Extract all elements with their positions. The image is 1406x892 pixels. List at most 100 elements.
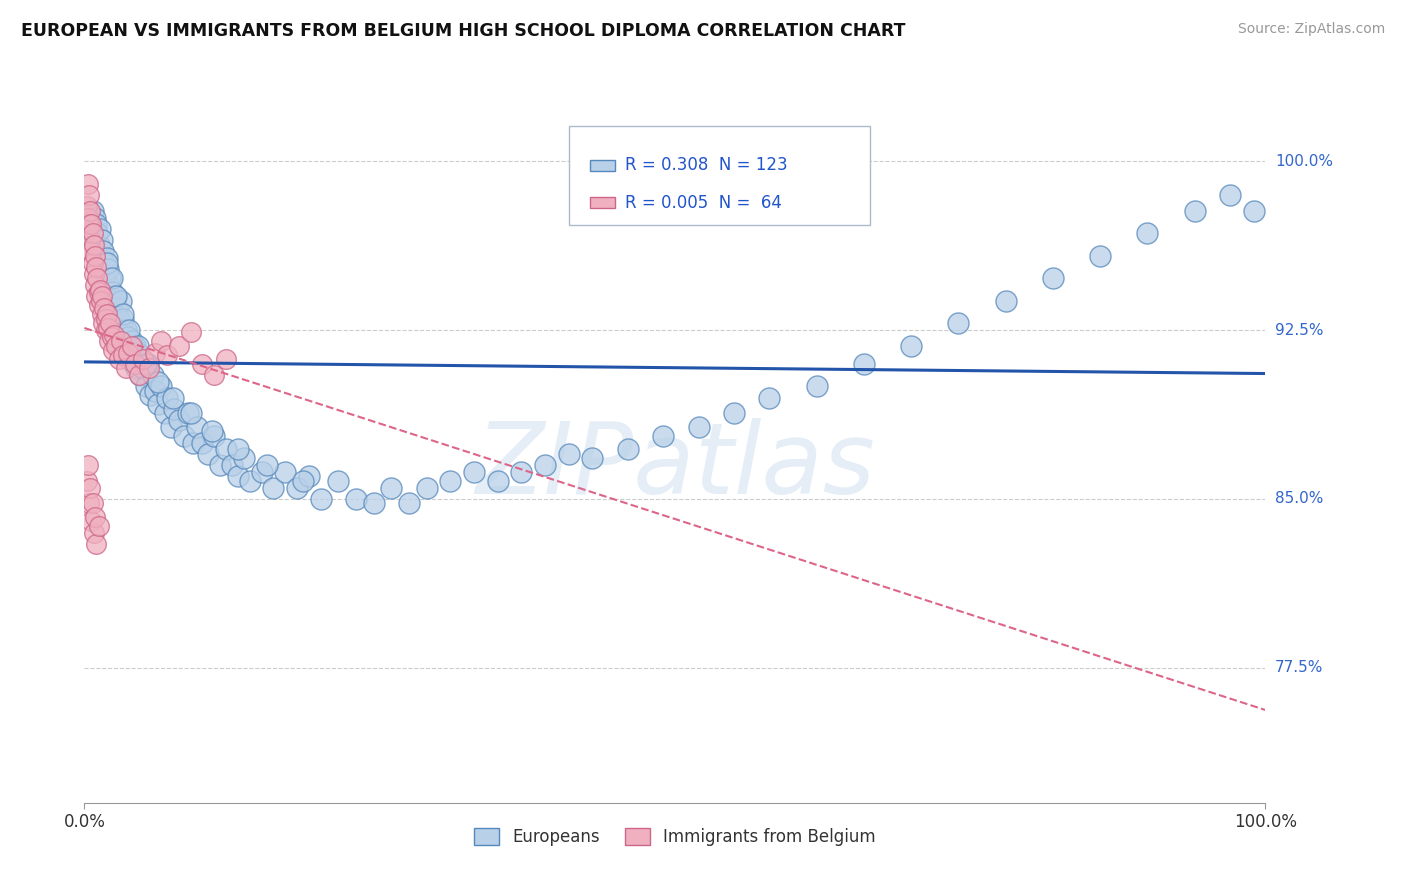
Point <box>128 368 150 383</box>
Point <box>77 458 100 473</box>
Point <box>84 537 107 551</box>
Point <box>87 285 110 299</box>
Point <box>309 491 332 506</box>
Point <box>124 339 146 353</box>
Point <box>83 237 105 252</box>
Point <box>77 177 100 191</box>
Point <box>534 458 557 473</box>
Point <box>167 339 190 353</box>
Point <box>90 293 112 308</box>
Point <box>117 345 139 359</box>
Point <box>150 379 173 393</box>
Point <box>239 474 262 488</box>
Point <box>125 361 148 376</box>
Point <box>83 267 105 281</box>
Point <box>97 278 120 293</box>
Bar <box>591 197 616 208</box>
Point <box>80 515 103 529</box>
Point <box>105 317 128 331</box>
Point <box>156 391 179 405</box>
Point <box>100 285 122 299</box>
Point <box>101 293 124 308</box>
Point <box>1136 227 1159 241</box>
Point <box>121 339 143 353</box>
Point <box>98 271 121 285</box>
Point <box>181 435 204 450</box>
Point <box>806 379 828 393</box>
Point <box>143 345 166 359</box>
Point <box>221 458 243 473</box>
Point <box>416 481 439 495</box>
Point <box>191 435 214 450</box>
Point <box>1088 249 1111 263</box>
Point <box>1042 271 1064 285</box>
Point <box>1243 203 1265 218</box>
Point <box>101 343 124 358</box>
Point <box>98 317 121 331</box>
Point <box>115 345 138 359</box>
Point <box>82 255 104 269</box>
Point <box>114 323 136 337</box>
Point <box>80 244 103 259</box>
Point <box>105 289 128 303</box>
Point <box>156 348 179 362</box>
Point <box>146 397 169 411</box>
Point <box>90 249 112 263</box>
Point <box>226 442 249 457</box>
Point <box>232 451 254 466</box>
Point <box>86 227 108 241</box>
Point <box>163 401 186 416</box>
Point <box>108 323 131 337</box>
Point <box>298 469 321 483</box>
Point <box>616 442 638 457</box>
Point <box>153 407 176 421</box>
Point <box>201 425 224 439</box>
Point <box>76 199 98 213</box>
Point <box>82 203 104 218</box>
Point <box>112 312 135 326</box>
Point <box>87 237 110 252</box>
Legend: Europeans, Immigrants from Belgium: Europeans, Immigrants from Belgium <box>467 822 883 853</box>
Point <box>114 361 136 376</box>
Point <box>117 330 139 344</box>
Point <box>146 375 169 389</box>
Point <box>107 301 129 315</box>
Point <box>363 496 385 510</box>
Point <box>132 361 155 376</box>
Text: 85.0%: 85.0% <box>1275 491 1323 507</box>
Point <box>84 278 107 293</box>
Point <box>110 293 132 308</box>
Point <box>180 326 202 340</box>
Point <box>87 519 110 533</box>
Point <box>180 407 202 421</box>
Point <box>167 413 190 427</box>
Point <box>87 298 110 312</box>
Point <box>89 283 111 297</box>
Point <box>84 510 107 524</box>
Point <box>94 312 117 326</box>
Point <box>463 465 485 479</box>
Point <box>135 357 157 371</box>
Point <box>186 420 208 434</box>
Text: Source: ZipAtlas.com: Source: ZipAtlas.com <box>1237 22 1385 37</box>
Point <box>98 301 121 315</box>
Point <box>344 491 367 506</box>
Point <box>122 357 145 371</box>
Point <box>93 255 115 269</box>
Point <box>91 233 114 247</box>
Point <box>202 368 225 383</box>
Point <box>94 285 117 299</box>
Point <box>82 496 104 510</box>
Point <box>439 474 461 488</box>
Point <box>143 384 166 398</box>
Point <box>215 352 238 367</box>
Point <box>80 218 103 232</box>
Point <box>91 307 114 321</box>
Point <box>84 244 107 259</box>
Point <box>107 352 129 367</box>
Point <box>127 345 149 359</box>
Point <box>510 465 533 479</box>
Text: R = 0.308  N = 123: R = 0.308 N = 123 <box>624 156 787 175</box>
Point <box>202 429 225 443</box>
Point <box>77 211 100 225</box>
